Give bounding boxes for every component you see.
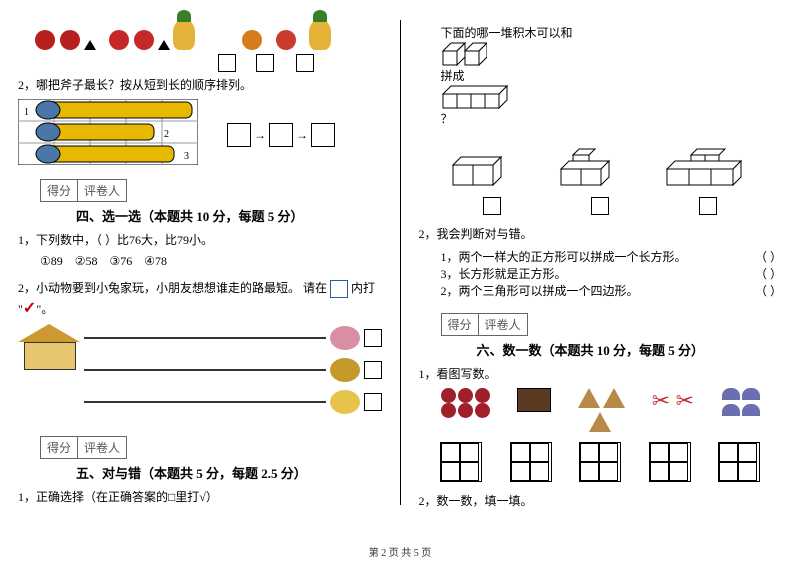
answer-box[interactable]	[364, 393, 382, 411]
apple-icon	[35, 30, 55, 50]
sequence-boxes[interactable]: →→	[226, 123, 336, 147]
q2-text: 2，哪把斧子最长？按从短到长的顺序排列。	[18, 76, 382, 93]
chicken-icon	[330, 358, 360, 382]
apple-icon	[60, 30, 80, 50]
answer-box[interactable]	[591, 197, 609, 215]
svg-text:1: 1	[24, 107, 29, 118]
section4-title: 四、选一选（本题共 10 分，每题 5 分）	[76, 206, 382, 225]
block-choices	[429, 145, 773, 193]
s4-q1-opts: ①89 ②58 ③76 ④78	[40, 254, 382, 269]
count-items: ✂ ✂	[427, 388, 775, 436]
answer-box[interactable]	[483, 197, 501, 215]
section6-title: 六、数一数（本题共 10 分，每题 5 分）	[477, 340, 783, 359]
s5-q1: 1，正确选择（在正确答案的□里打√）	[18, 488, 382, 505]
pineapple-icon	[173, 20, 195, 50]
answer-box[interactable]	[296, 54, 314, 72]
score-box: 得分评卷人	[40, 179, 382, 202]
pineapple-icon	[309, 20, 331, 50]
chocolate-icon	[517, 388, 551, 436]
triangle-icon	[84, 40, 96, 50]
s4-q2: 2，小动物要到小兔家玩，小朋友想想谁走的路最短。 请在 内打 "✓"。	[18, 279, 382, 318]
tomato-icon	[276, 30, 296, 50]
axe-grid: 1 2 3 →→	[18, 99, 382, 165]
pumpkin-icon	[242, 30, 262, 50]
svg-text:2: 2	[164, 129, 169, 140]
triangle-icon	[158, 40, 170, 50]
scissors-icon: ✂ ✂	[652, 388, 694, 436]
s6-q2: 2，数一数，填一填。	[419, 492, 783, 509]
duck-icon	[330, 390, 360, 414]
page-footer: 第 2 页 共 5 页	[0, 544, 800, 559]
score-box: 得分评卷人	[40, 436, 382, 459]
answer-box[interactable]	[364, 329, 382, 347]
answer-box[interactable]	[699, 197, 717, 215]
strawberry-icon	[109, 30, 129, 50]
house-icon	[18, 324, 80, 368]
fruit-row	[18, 20, 382, 50]
block-pair-icon	[441, 41, 487, 67]
count-answer-boxes[interactable]	[427, 442, 775, 482]
strawberry-icon	[134, 30, 154, 50]
score-box: 得分评卷人	[441, 313, 783, 336]
s4-q1: 1，下列数中，（ ）比76大，比79小。	[18, 231, 382, 248]
pig-icon	[330, 326, 360, 350]
check-icon: ✓	[23, 300, 36, 317]
tf-items: 1，两个一样大的正方形可以拼成一个长方形。（ ） 3，长方形就是正方形。（ ） …	[441, 248, 783, 299]
s6-q1: 1，看图写数。	[419, 365, 783, 382]
piles-icon	[578, 388, 625, 436]
block-choice-2	[555, 145, 625, 193]
tf-title: 2，我会判断对与错。	[419, 225, 783, 242]
answer-box[interactable]	[364, 361, 382, 379]
block-choice-1	[447, 145, 517, 193]
answer-box[interactable]	[256, 54, 274, 72]
answer-box[interactable]	[218, 54, 236, 72]
blocks-q: 下面的哪一堆积木可以和 拼成 ？	[441, 24, 783, 127]
animal-paths	[18, 324, 382, 422]
svg-text:3: 3	[184, 151, 189, 162]
cherries-icon	[440, 388, 491, 436]
section5-title: 五、对与错（本题共 5 分，每题 2.5 分）	[76, 463, 382, 482]
block-target-icon	[441, 84, 513, 110]
block-choice-3	[663, 145, 753, 193]
hats-icon	[721, 388, 761, 436]
